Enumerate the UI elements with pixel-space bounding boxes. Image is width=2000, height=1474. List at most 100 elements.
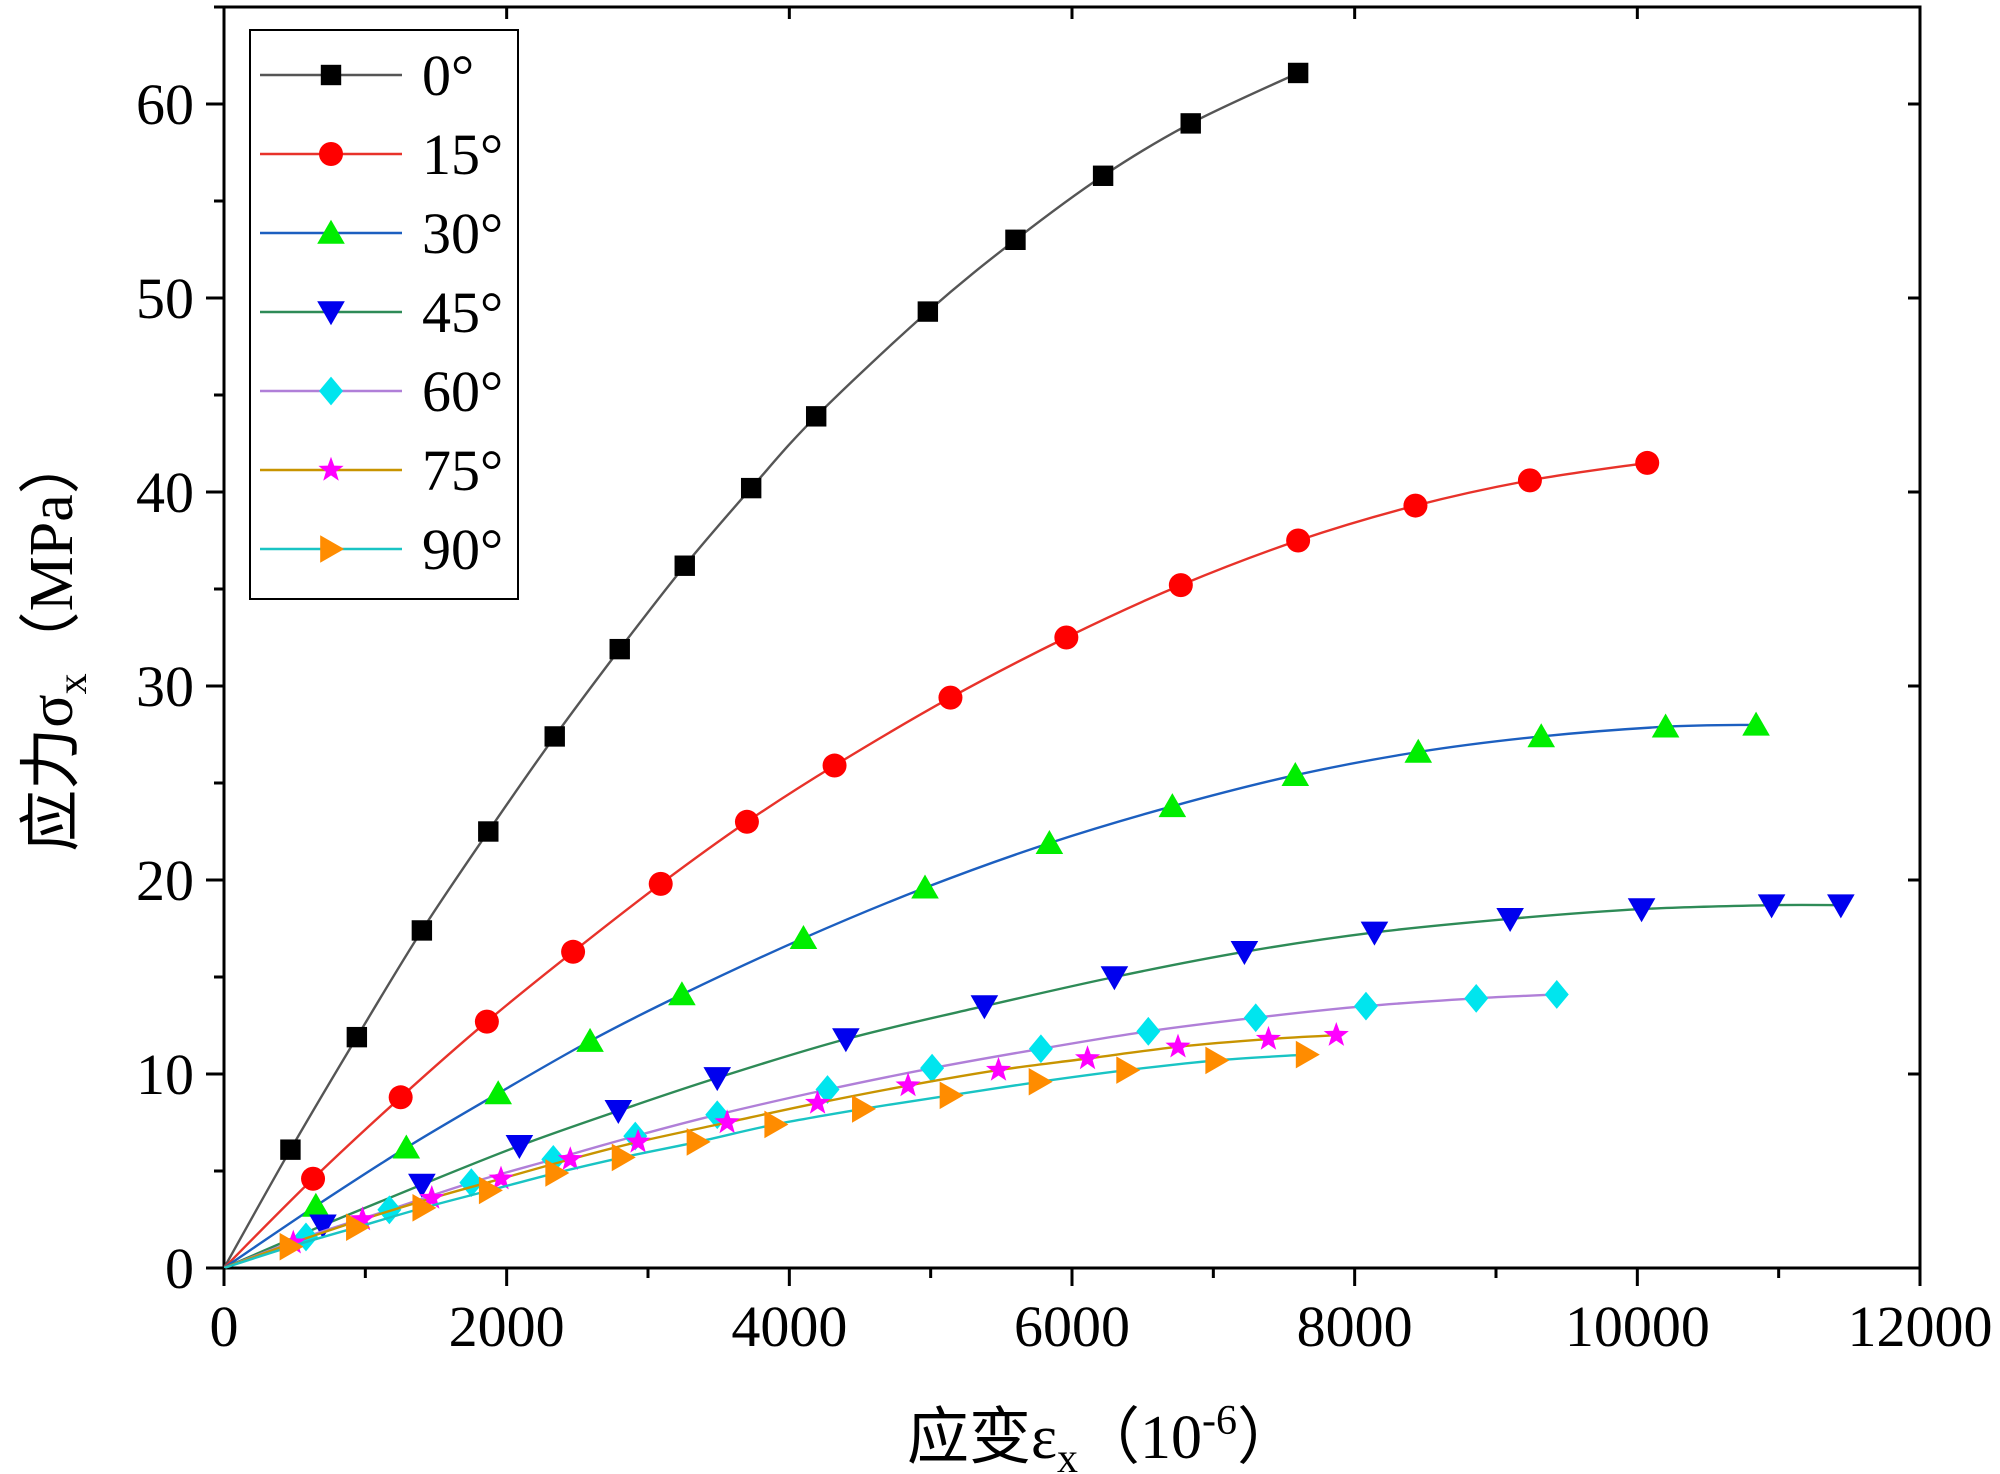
legend-box (249, 29, 519, 600)
legend-item: 15° (260, 122, 503, 187)
data-point (805, 406, 827, 427)
data-point (309, 1214, 337, 1239)
series-5 (223, 1022, 1349, 1270)
series-line (223, 1053, 1307, 1270)
data-point (545, 1159, 570, 1187)
legend: 0° 15° 30° 45° 60° 75° 90° (249, 29, 519, 600)
data-point (1180, 113, 1201, 134)
data-point (1403, 493, 1428, 518)
data-point (1404, 738, 1433, 763)
series-6 (223, 1040, 1320, 1270)
legend-label: 90° (422, 517, 503, 582)
data-point (1627, 898, 1656, 923)
data-point (686, 1128, 711, 1156)
data-point (302, 1192, 330, 1217)
legend-item: 45° (260, 280, 503, 345)
data-point (815, 1075, 840, 1104)
legend-item: 90° (260, 517, 503, 582)
data-point (938, 685, 963, 710)
legend-label: 15° (422, 122, 503, 187)
data-point (1100, 966, 1129, 991)
data-point (1360, 921, 1389, 946)
series-2 (223, 711, 1770, 1269)
x-tick-label: 2000 (449, 1294, 565, 1359)
legend-label: 0° (422, 43, 474, 108)
data-point (604, 1100, 633, 1125)
y-axis-title: 应力σx（MPa） (18, 432, 96, 852)
series-0 (222, 62, 1309, 1269)
data-point (668, 981, 696, 1006)
data-point (789, 925, 818, 949)
data-point (411, 920, 433, 941)
series-1 (223, 450, 1660, 1269)
data-point (832, 1028, 860, 1053)
data-point (1168, 573, 1193, 598)
data-point (1757, 894, 1786, 919)
data-point (1742, 711, 1770, 736)
data-point (1028, 1034, 1053, 1064)
data-point (1353, 991, 1378, 1021)
data-point (392, 1134, 421, 1159)
data-point (740, 477, 762, 499)
y-tick-label: 0 (165, 1236, 194, 1301)
x-tick-label: 0 (210, 1294, 239, 1359)
data-point (544, 726, 565, 747)
data-point (1243, 1003, 1268, 1033)
data-point (474, 1009, 499, 1034)
legend-item: 0° (260, 43, 474, 108)
data-point (1035, 829, 1064, 854)
data-point (648, 871, 673, 896)
data-point (714, 1109, 740, 1134)
data-point (1635, 450, 1660, 475)
data-point (1136, 1016, 1161, 1046)
data-point (279, 1232, 304, 1261)
data-point (505, 1134, 534, 1159)
x-tick-label: 4000 (731, 1294, 847, 1359)
y-tick-label: 60 (136, 72, 194, 137)
data-point (408, 1173, 436, 1198)
data-point (822, 753, 847, 778)
data-point (1230, 940, 1259, 965)
legend-label: 30° (422, 201, 503, 266)
legend-marker (318, 456, 344, 481)
data-point (674, 555, 695, 576)
data-point (917, 301, 939, 322)
series-line (223, 1034, 1337, 1270)
x-tick-label: 6000 (1014, 1294, 1130, 1359)
data-point (419, 1185, 445, 1209)
legend-marker (320, 535, 345, 563)
legend-item: 60° (260, 359, 503, 424)
data-point (350, 1206, 376, 1231)
data-point (280, 1139, 301, 1160)
data-point (703, 1067, 732, 1092)
legend-label: 60° (422, 359, 503, 424)
legend-marker (317, 301, 345, 326)
y-tick-label: 10 (136, 1042, 194, 1107)
data-point (388, 1085, 413, 1110)
legend-marker (319, 142, 343, 166)
data-point (1827, 894, 1855, 919)
data-point (557, 1146, 583, 1170)
data-point (986, 1056, 1012, 1081)
data-point (895, 1072, 921, 1097)
y-tick-label: 30 (136, 654, 194, 719)
legend-item: 75° (260, 438, 503, 503)
x-tick-label: 8000 (1297, 1294, 1413, 1359)
data-point (478, 1176, 503, 1205)
data-point (561, 939, 586, 964)
data-point (301, 1166, 326, 1191)
data-point (939, 1081, 964, 1110)
data-point (1527, 723, 1556, 748)
data-point (1544, 980, 1569, 1009)
data-point (1028, 1067, 1053, 1096)
axes-layer: 0 2000 4000 6000 8000 10000 12000 0 10 20 30 40 50 60 (136, 5, 1993, 1359)
legend-marker (319, 376, 343, 406)
data-point (576, 1027, 604, 1052)
data-point (1255, 1025, 1281, 1050)
legend-label: 45° (422, 280, 503, 345)
data-point (852, 1095, 877, 1123)
y-tick-label: 40 (136, 460, 194, 525)
data-point (911, 874, 939, 899)
data-point (1092, 165, 1114, 186)
data-point (1496, 908, 1524, 932)
